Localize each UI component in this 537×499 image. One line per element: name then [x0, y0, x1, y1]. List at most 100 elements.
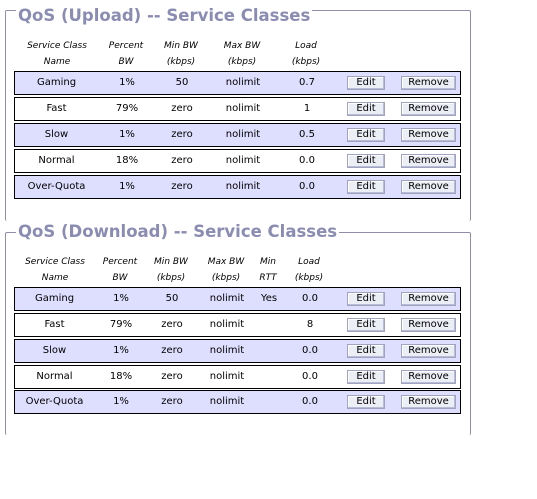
percent-bw: 18%	[115, 155, 139, 166]
download-header-min-bw: Min BW (kbps)	[154, 257, 188, 283]
download-header-max-bw: Max BW (kbps)	[207, 257, 245, 283]
class-name: Normal	[36, 371, 73, 382]
class-name: Slow	[44, 129, 69, 140]
min-bw: zero	[161, 396, 183, 407]
remove-button[interactable]: Remove	[401, 370, 456, 384]
min-rtt	[254, 366, 284, 388]
min-rtt: Yes	[260, 293, 278, 304]
load: 0.0	[302, 371, 318, 382]
max-bw: nolimit	[225, 129, 261, 140]
download-header-service-class: Service Class Name	[25, 257, 85, 283]
edit-button[interactable]: Edit	[347, 180, 385, 194]
upload-header-max-bw: Max BW (kbps)	[223, 41, 261, 67]
remove-button[interactable]: Remove	[401, 395, 456, 409]
download-panel-title: QoS (Download) -- Service Classes	[16, 222, 340, 241]
remove-button[interactable]: Remove	[401, 318, 456, 332]
min-bw: zero	[171, 155, 193, 166]
min-rtt	[254, 340, 284, 362]
max-bw: nolimit	[209, 371, 245, 382]
min-bw: zero	[171, 181, 193, 192]
max-bw: nolimit	[209, 396, 245, 407]
edit-button[interactable]: Edit	[347, 76, 385, 90]
edit-button[interactable]: Edit	[347, 370, 385, 384]
upload-panel-title: QoS (Upload) -- Service Classes	[16, 6, 313, 25]
load: 8	[306, 319, 314, 330]
load: 0.0	[302, 345, 318, 356]
percent-bw: 1%	[119, 77, 135, 88]
max-bw: nolimit	[209, 319, 245, 330]
edit-button[interactable]: Edit	[347, 395, 385, 409]
percent-bw: 1%	[119, 181, 135, 192]
load: 0.0	[299, 155, 315, 166]
remove-button[interactable]: Remove	[401, 76, 456, 90]
remove-button[interactable]: Remove	[401, 180, 456, 194]
remove-button[interactable]: Remove	[401, 154, 456, 168]
upload-service-classes-panel: QoS (Upload) -- Service Classes Service …	[5, 0, 471, 225]
class-name: Over-Quota	[27, 181, 86, 192]
percent-bw: 1%	[113, 293, 129, 304]
min-rtt	[254, 314, 284, 336]
load: 0.0	[302, 396, 318, 407]
remove-button[interactable]: Remove	[401, 128, 456, 142]
percent-bw: 1%	[113, 345, 129, 356]
load: 0.7	[299, 77, 315, 88]
edit-button[interactable]: Edit	[347, 344, 385, 358]
min-bw: zero	[161, 371, 183, 382]
class-name: Over-Quota	[25, 396, 84, 407]
class-name: Fast	[46, 103, 67, 114]
download-header-load: Load (kbps)	[294, 257, 324, 283]
download-row-over-quota: Over-Quota 1% zero nolimit 0.0 Edit Remo…	[14, 390, 461, 414]
min-bw: 50	[175, 77, 189, 88]
edit-button[interactable]: Edit	[347, 102, 385, 116]
remove-button[interactable]: Remove	[401, 292, 456, 306]
load: 0.0	[302, 293, 318, 304]
min-bw: zero	[171, 129, 193, 140]
percent-bw: 1%	[119, 129, 135, 140]
upload-row-fast: Fast 79% zero nolimit 1 Edit Remove	[14, 97, 461, 121]
edit-button[interactable]: Edit	[347, 292, 385, 306]
min-bw: zero	[171, 103, 193, 114]
remove-button[interactable]: Remove	[401, 344, 456, 358]
upload-row-gaming: Gaming 1% 50 nolimit 0.7 Edit Remove	[14, 71, 461, 95]
max-bw: nolimit	[225, 77, 261, 88]
download-header-percent: Percent BW	[102, 257, 138, 283]
class-name: Normal	[38, 155, 75, 166]
upload-header-load: Load (kbps)	[291, 41, 321, 67]
percent-bw: 1%	[113, 396, 129, 407]
min-rtt	[254, 391, 284, 413]
upload-row-slow: Slow 1% zero nolimit 0.5 Edit Remove	[14, 123, 461, 147]
min-bw: zero	[161, 319, 183, 330]
percent-bw: 79%	[109, 319, 133, 330]
load: 0.5	[299, 129, 315, 140]
upload-row-over-quota: Over-Quota 1% zero nolimit 0.0 Edit Remo…	[14, 175, 461, 199]
download-row-fast: Fast 79% zero nolimit 8 Edit Remove	[14, 313, 461, 337]
download-row-normal: Normal 18% zero nolimit 0.0 Edit Remove	[14, 365, 461, 389]
download-row-gaming: Gaming 1% 50 nolimit Yes 0.0 Edit Remove	[14, 287, 461, 311]
upload-header-min-bw: Min BW (kbps)	[164, 41, 198, 67]
class-name: Gaming	[34, 293, 75, 304]
load: 1	[303, 103, 311, 114]
percent-bw: 79%	[115, 103, 139, 114]
upload-row-normal: Normal 18% zero nolimit 0.0 Edit Remove	[14, 149, 461, 173]
edit-button[interactable]: Edit	[347, 318, 385, 332]
max-bw: nolimit	[209, 293, 245, 304]
remove-button[interactable]: Remove	[401, 102, 456, 116]
min-bw: 50	[165, 293, 179, 304]
max-bw: nolimit	[209, 345, 245, 356]
download-row-slow: Slow 1% zero nolimit 0.0 Edit Remove	[14, 339, 461, 363]
download-header-min-rtt: Min RTT	[259, 257, 277, 283]
class-name: Fast	[44, 319, 65, 330]
max-bw: nolimit	[225, 103, 261, 114]
class-name: Gaming	[36, 77, 77, 88]
upload-header-percent: Percent BW	[108, 41, 144, 67]
max-bw: nolimit	[225, 181, 261, 192]
min-bw: zero	[161, 345, 183, 356]
class-name: Slow	[42, 345, 67, 356]
max-bw: nolimit	[225, 155, 261, 166]
percent-bw: 18%	[109, 371, 133, 382]
edit-button[interactable]: Edit	[347, 154, 385, 168]
load: 0.0	[299, 181, 315, 192]
edit-button[interactable]: Edit	[347, 128, 385, 142]
download-service-classes-panel: QoS (Download) -- Service Classes Servic…	[5, 220, 471, 440]
upload-header-service-class: Service Class Name	[27, 41, 87, 67]
